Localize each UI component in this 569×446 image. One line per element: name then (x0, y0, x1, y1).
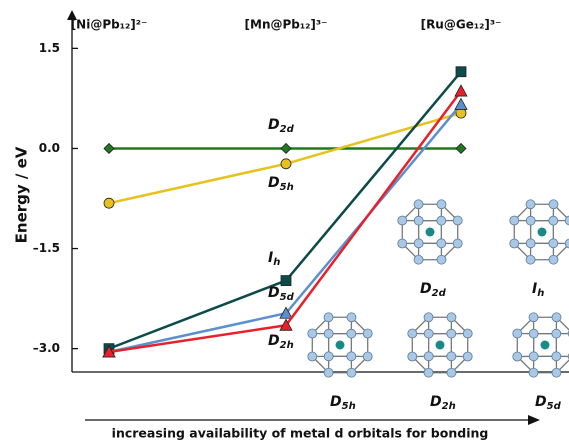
chart: Energy / eV increasing availability of m… (0, 0, 569, 446)
x-category-label: [Ru@Ge₁₂]³⁻ (421, 18, 502, 32)
atom (447, 313, 456, 322)
y-tick-label: 0.0 (39, 141, 60, 155)
atom (549, 239, 558, 248)
x-category-label: [Mn@Pb₁₂]³⁻ (245, 18, 328, 32)
y-tick-label: 1.5 (39, 41, 60, 55)
x-category-label: [Ni@Pb₁₂]²⁻ (71, 18, 148, 32)
marker (456, 67, 466, 77)
series-label: D2d (268, 117, 295, 135)
cluster-label: D5h (330, 394, 356, 412)
atom (549, 255, 558, 264)
marker (455, 98, 467, 109)
atom (398, 216, 407, 225)
atom (526, 255, 535, 264)
atom (414, 216, 423, 225)
atom (447, 352, 456, 361)
series-label: D5d (268, 285, 295, 303)
atom (424, 352, 433, 361)
atom (424, 368, 433, 377)
atom (308, 329, 317, 338)
marker (281, 143, 291, 153)
cluster-label: Ih (532, 281, 544, 299)
atom (453, 216, 462, 225)
cluster-label: D5d (535, 394, 562, 412)
atom (510, 239, 519, 248)
y-tick-label: –3.0 (33, 341, 60, 355)
center-atom (426, 228, 435, 237)
atom (324, 368, 333, 377)
atom (414, 255, 423, 264)
atom (529, 313, 538, 322)
cluster-icon (513, 313, 569, 377)
atom (437, 239, 446, 248)
atom (437, 216, 446, 225)
atom (510, 216, 519, 225)
y-tick-label: –1.5 (33, 241, 60, 255)
series-label: D5h (268, 175, 294, 193)
atom (414, 200, 423, 209)
marker (281, 159, 291, 169)
series-label: Ih (268, 250, 280, 268)
atom (513, 329, 522, 338)
atom (529, 352, 538, 361)
marker (104, 198, 114, 208)
atom (529, 368, 538, 377)
atom (447, 368, 456, 377)
atom (347, 368, 356, 377)
atom (424, 329, 433, 338)
x-axis-label: increasing availability of metal d orbit… (112, 426, 489, 441)
atom (552, 329, 561, 338)
center-atom (336, 341, 345, 350)
cluster-label: D2d (420, 281, 447, 299)
marker (456, 143, 466, 153)
cluster-label: D2h (430, 394, 456, 412)
atom (453, 239, 462, 248)
atom (424, 313, 433, 322)
series-line (109, 72, 461, 349)
atom (549, 200, 558, 209)
atom (549, 216, 558, 225)
atom (513, 352, 522, 361)
atom (347, 329, 356, 338)
atom (363, 329, 372, 338)
center-atom (436, 341, 445, 350)
atom (552, 368, 561, 377)
atom (529, 329, 538, 338)
atom (437, 200, 446, 209)
atom (414, 239, 423, 248)
atom (437, 255, 446, 264)
cluster-icon (408, 313, 472, 377)
series-label: D2h (268, 333, 294, 351)
atom (463, 352, 472, 361)
center-atom (541, 341, 550, 350)
atom (552, 352, 561, 361)
atom (324, 329, 333, 338)
cluster-icon (510, 200, 569, 264)
atom (363, 352, 372, 361)
atom (526, 239, 535, 248)
atom (526, 216, 535, 225)
marker (104, 143, 114, 153)
atom (347, 352, 356, 361)
y-axis-label: Energy / eV (13, 146, 31, 243)
atom (463, 329, 472, 338)
atom (408, 352, 417, 361)
atom (526, 200, 535, 209)
atom (552, 313, 561, 322)
center-atom (538, 228, 547, 237)
atom (398, 239, 407, 248)
atom (324, 313, 333, 322)
atom (308, 352, 317, 361)
atom (324, 352, 333, 361)
cluster-icon (308, 313, 372, 377)
atom (347, 313, 356, 322)
cluster-icon (398, 200, 462, 264)
atom (447, 329, 456, 338)
x-arrow-head (528, 415, 540, 425)
marker (455, 85, 467, 96)
marker (281, 276, 291, 286)
atom (408, 329, 417, 338)
